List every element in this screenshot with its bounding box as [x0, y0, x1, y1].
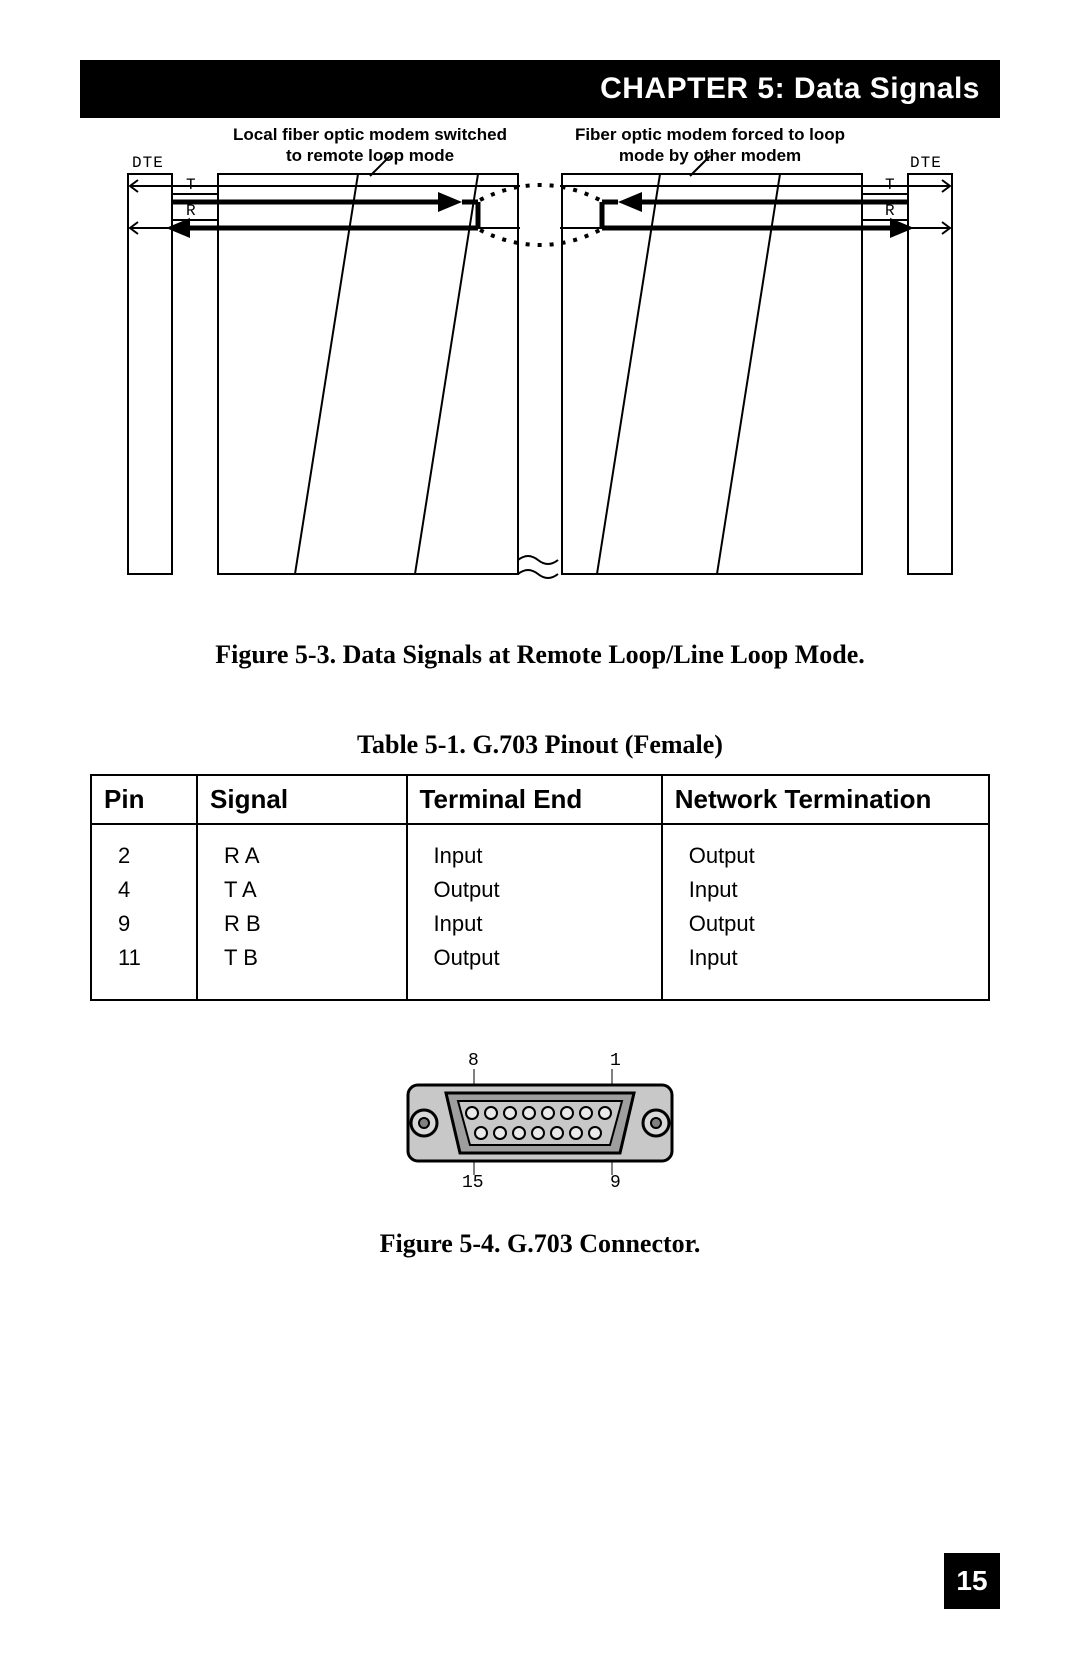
cell-pin: 11	[91, 941, 197, 1000]
cell-term: Output	[407, 941, 662, 1000]
cell-pin: 9	[91, 907, 197, 941]
th-signal: Signal	[197, 775, 407, 824]
cell-net: Output	[662, 907, 989, 941]
cell-sig: T B	[197, 941, 407, 1000]
cell-net: Input	[662, 873, 989, 907]
diagram-svg	[90, 130, 990, 610]
cell-term: Input	[407, 907, 662, 941]
cell-pin: 4	[91, 873, 197, 907]
cell-pin: 2	[91, 824, 197, 873]
cell-term: Input	[407, 824, 662, 873]
cell-net: Input	[662, 941, 989, 1000]
chapter-title: CHAPTER 5: Data Signals	[600, 72, 980, 106]
table-header-row: Pin Signal Terminal End Network Terminat…	[91, 775, 989, 824]
th-term: Terminal End	[407, 775, 662, 824]
figure-5-3-caption: Figure 5-3. Data Signals at Remote Loop/…	[80, 640, 1000, 670]
cell-net: Output	[662, 824, 989, 873]
table-5-1-caption: Table 5-1. G.703 Pinout (Female)	[80, 730, 1000, 760]
page-number: 15	[944, 1553, 1000, 1609]
th-net: Network Termination	[662, 775, 989, 824]
cell-term: Output	[407, 873, 662, 907]
cell-sig: T A	[197, 873, 407, 907]
table-row: 9 R B Input Output	[91, 907, 989, 941]
table-row: 2 R A Input Output	[91, 824, 989, 873]
table-row: 11 T B Output Input	[91, 941, 989, 1000]
th-pin: Pin	[91, 775, 197, 824]
cell-sig: R A	[197, 824, 407, 873]
page: CHAPTER 5: Data Signals Local fiber opti…	[0, 0, 1080, 1669]
cell-sig: R B	[197, 907, 407, 941]
connector-svg	[350, 1051, 730, 1201]
loop-mode-diagram: Local fiber optic modem switched to remo…	[90, 130, 990, 610]
figure-5-4-caption: Figure 5-4. G.703 Connector.	[80, 1229, 1000, 1259]
connector-figure: 8 1 15 9	[350, 1051, 730, 1221]
pinout-table: Pin Signal Terminal End Network Terminat…	[90, 774, 990, 1001]
table-row: 4 T A Output Input	[91, 873, 989, 907]
chapter-header-bar: CHAPTER 5: Data Signals	[80, 60, 1000, 118]
